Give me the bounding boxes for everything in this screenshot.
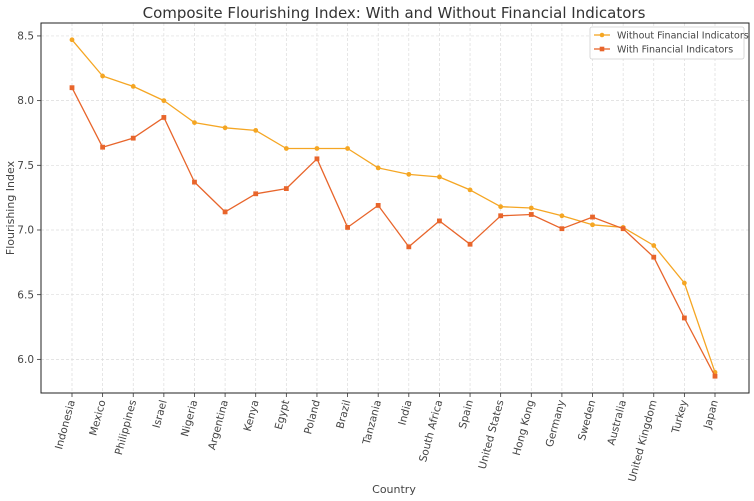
data-point-hong-kong-with-financial xyxy=(528,212,534,217)
x-tick-label-australia: Australia xyxy=(605,399,629,447)
data-point-philippines-without-financial xyxy=(130,83,136,89)
legend-marker-without-financial xyxy=(599,32,605,38)
data-point-indonesia-with-financial xyxy=(69,85,75,91)
data-point-spain-with-financial xyxy=(467,241,473,247)
x-tick-label-united-states: United States xyxy=(477,399,507,471)
x-tick-label-poland: Poland xyxy=(302,399,323,436)
data-point-kenya-without-financial xyxy=(253,127,259,133)
x-tick-label-tanzania: Tanzania xyxy=(360,399,384,447)
y-tick-label: 7.5 xyxy=(17,160,34,172)
data-point-germany-without-financial xyxy=(559,213,565,219)
data-point-india-with-financial xyxy=(406,244,412,250)
data-point-turkey-with-financial xyxy=(681,315,687,321)
data-point-sweden-without-financial xyxy=(590,222,595,228)
x-tick-label-mexico: Mexico xyxy=(87,399,108,438)
data-point-united-states-without-financial xyxy=(498,204,504,210)
legend-label-with-financial: With Financial Indicators xyxy=(617,45,733,56)
x-tick-label-germany: Germany xyxy=(544,399,568,449)
data-point-egypt-without-financial xyxy=(283,146,289,151)
data-point-indonesia-without-financial xyxy=(69,37,75,43)
y-tick-label: 8.5 xyxy=(17,31,34,43)
data-point-philippines-with-financial xyxy=(130,135,136,141)
x-tick-label-nigeria: Nigeria xyxy=(179,399,200,438)
data-point-india-without-financial xyxy=(406,171,412,177)
data-point-japan-with-financial xyxy=(712,373,718,379)
grid xyxy=(41,23,749,393)
x-tick-label-philippines: Philippines xyxy=(113,399,139,457)
x-tick-label-turkey: Turkey xyxy=(670,399,691,436)
data-point-poland-without-financial xyxy=(314,146,320,151)
data-point-nigeria-without-financial xyxy=(192,120,197,126)
legend-label-without-financial: Without Financial Indicators xyxy=(617,31,749,42)
data-point-argentina-without-financial xyxy=(222,125,228,131)
y-axis-label: Flourishing Index xyxy=(4,160,17,255)
data-point-south-africa-with-financial xyxy=(437,218,442,224)
series-layer xyxy=(69,37,718,379)
data-point-poland-with-financial xyxy=(314,156,320,162)
data-point-tanzania-with-financial xyxy=(375,203,381,208)
data-point-turkey-without-financial xyxy=(681,280,687,286)
x-tick-label-israel: Israel xyxy=(151,399,170,430)
data-point-tanzania-without-financial xyxy=(375,165,381,171)
series-line-without-financial xyxy=(71,39,716,373)
x-tick-label-brazil: Brazil xyxy=(334,399,353,430)
x-tick-label-japan: Japan xyxy=(701,399,720,431)
x-tick-label-spain: Spain xyxy=(457,399,476,430)
x-axis: Indonesia Mexico Philippines Israel Nigeria A… xyxy=(53,393,721,483)
data-point-mexico-with-financial xyxy=(100,144,106,150)
data-point-australia-with-financial xyxy=(620,226,626,232)
y-tick-label: 6.0 xyxy=(17,354,34,366)
x-tick-label-egypt: Egypt xyxy=(273,399,292,431)
data-point-hong-kong-without-financial xyxy=(528,205,534,211)
data-point-nigeria-with-financial xyxy=(192,179,197,185)
data-point-egypt-with-financial xyxy=(283,186,289,191)
data-point-kenya-with-financial xyxy=(253,191,259,197)
data-point-brazil-with-financial xyxy=(345,225,350,230)
data-point-brazil-without-financial xyxy=(345,146,350,151)
series-line-with-financial xyxy=(71,87,716,377)
y-tick-label: 8.0 xyxy=(17,95,34,107)
x-tick-label-kenya: Kenya xyxy=(242,399,262,433)
data-point-united-kingdom-without-financial xyxy=(651,243,657,248)
legend-marker-with-financial xyxy=(599,46,605,52)
data-point-south-africa-without-financial xyxy=(437,174,442,180)
y-tick-label: 6.5 xyxy=(17,289,34,301)
data-point-spain-without-financial xyxy=(467,187,473,193)
x-tick-label-india: India xyxy=(396,399,414,427)
x-tick-label-argentina: Argentina xyxy=(206,399,231,452)
x-axis-label: Country xyxy=(372,483,416,496)
y-axis: 6.0 6.5 7.0 7.5 8.0 8.5 xyxy=(17,31,41,366)
data-point-argentina-with-financial xyxy=(222,209,228,215)
x-tick-label-south-africa: South Africa xyxy=(417,399,445,464)
legend: Without Financial Indicators With Financ… xyxy=(589,26,749,60)
data-point-israel-with-financial xyxy=(161,115,167,120)
plot-frame xyxy=(40,22,750,394)
chart-title: Composite Flourishing Index: With and Wi… xyxy=(143,4,646,22)
x-tick-label-sweden: Sweden xyxy=(576,399,598,442)
y-tick-label: 7.0 xyxy=(17,225,34,237)
data-point-mexico-without-financial xyxy=(100,73,106,79)
data-point-united-states-with-financial xyxy=(498,213,504,219)
data-point-israel-without-financial xyxy=(161,98,167,104)
data-point-germany-with-financial xyxy=(559,226,565,232)
legend-box xyxy=(589,26,745,60)
data-point-sweden-with-financial xyxy=(590,214,595,220)
data-point-united-kingdom-with-financial xyxy=(651,254,657,260)
x-tick-label-hong-kong: Hong Kong xyxy=(511,399,537,457)
x-tick-label-united-kingdom: United Kingdom xyxy=(626,399,659,484)
x-tick-label-indonesia: Indonesia xyxy=(53,399,78,451)
